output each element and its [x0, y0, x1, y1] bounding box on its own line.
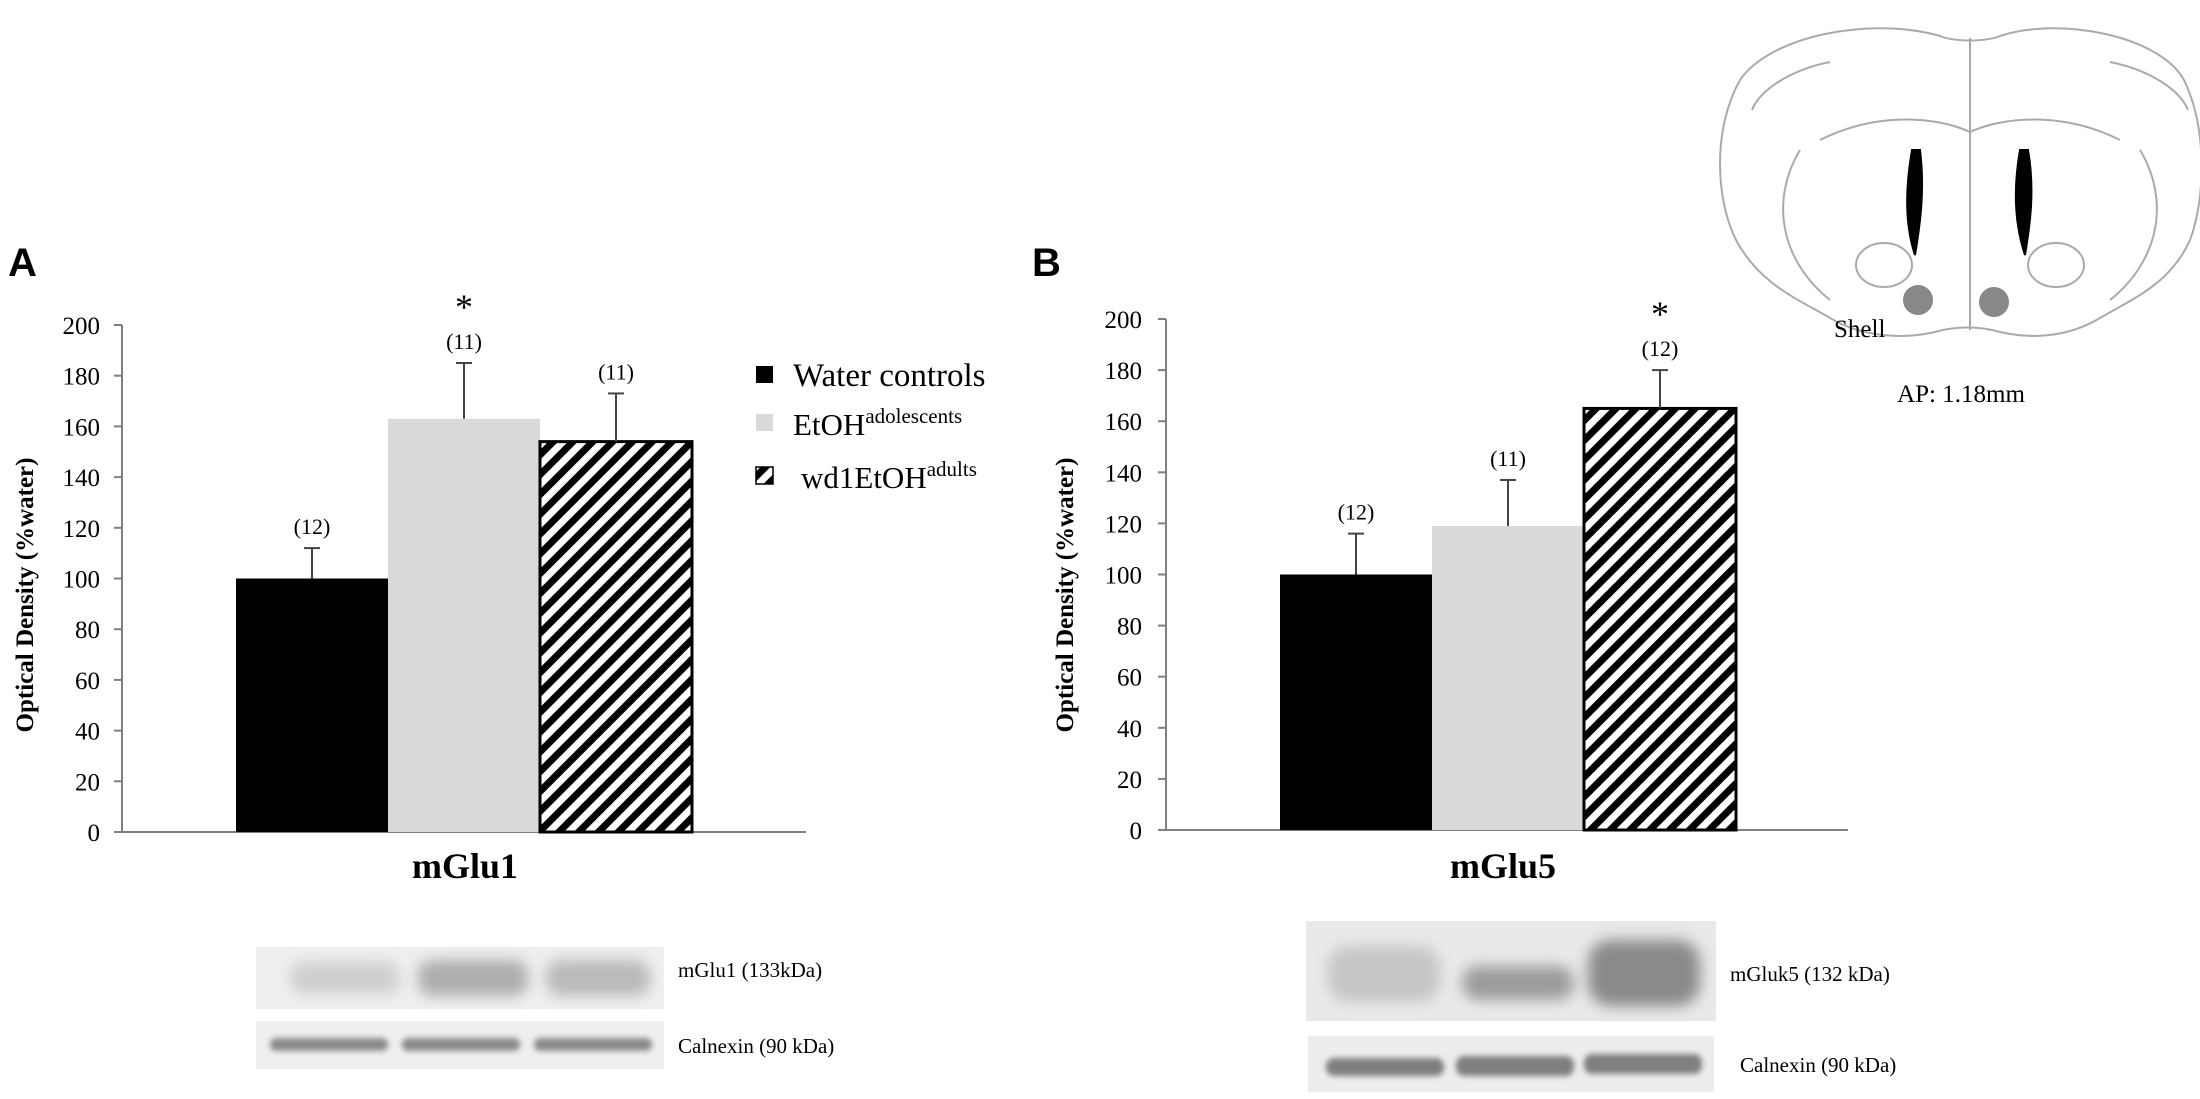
legend-swatch-etoh-adolescents — [756, 414, 773, 431]
legend-item-wd1etoh-adults: wd1EtOHadults — [801, 457, 977, 495]
panel-b-bar-etoh-adolescents — [1432, 525, 1584, 830]
blot-b-target-bands — [1328, 940, 1700, 1006]
blot-a-target-band-2 — [418, 960, 528, 996]
blot-b-calnexin-band-3 — [1584, 1054, 1702, 1074]
panel-b-bar-wd1etoh-adults — [1582, 406, 1738, 832]
panel-a-y-tick-label-2: 40 — [75, 719, 100, 746]
injection-site-left — [1903, 285, 1933, 315]
corpus-callosum — [1819, 118, 2121, 141]
legend-item-wd1etoh-adults-sup: adults — [927, 457, 977, 481]
cortex-inner-right — [2109, 149, 2158, 301]
lateral-ventricle-left — [1906, 149, 1924, 256]
legend-item-wd1etoh-adults-base: wd1EtOH — [801, 460, 927, 495]
legend-item-water-controls: Water controls — [793, 358, 986, 394]
blot-b-target-label: mGluk5 (132 kDa) — [1730, 962, 1890, 986]
blot-b-calnexin-label: Calnexin (90 kDa) — [1740, 1053, 1896, 1077]
panel-a-y-tick-label-4: 80 — [75, 617, 100, 644]
lateral-ventricle-right — [2014, 149, 2033, 256]
panel-b-n-label-wd1etoh-adults: (12) — [1642, 336, 1679, 361]
panel-b-y-tick-label-5: 100 — [1105, 563, 1143, 590]
panel-a-x-axis-label: mGlu1 — [412, 846, 518, 886]
cortex-inner-left — [1782, 149, 1831, 301]
panel-b-y-axis-label: Optical Density (%water) — [1052, 458, 1079, 733]
panel-a-significance-etoh-adolescents: * — [455, 287, 473, 327]
blot-a-calnexin-label: Calnexin (90 kDa) — [678, 1034, 834, 1058]
panel-a-n-label-wd1etoh-adults: (11) — [598, 359, 634, 384]
blot-a-calnexin-band-2 — [402, 1038, 520, 1051]
panel-b-x-axis-label: mGlu5 — [1450, 846, 1556, 886]
panel-b-y-tick-label-8: 160 — [1105, 409, 1143, 436]
blot-a-calnexin-bands — [270, 1038, 652, 1051]
blot-b-target-band-1 — [1328, 946, 1440, 1002]
panel-b-y-tick-label-0: 0 — [1130, 818, 1143, 845]
panel-letter-b: B — [1032, 241, 1061, 285]
blot-b-calnexin-bands — [1326, 1054, 1702, 1076]
brain-outline — [1719, 27, 2200, 337]
panel-a-y-tick-label-0: 0 — [88, 820, 101, 847]
legend-item-etoh-adolescents-base: EtOH — [793, 407, 865, 442]
panel-a-y-tick-label-8: 160 — [63, 414, 101, 441]
blot-a-calnexin-band-3 — [534, 1038, 652, 1051]
panel-b-significance-wd1etoh-adults: * — [1651, 294, 1669, 334]
blot-a-target-band-3 — [546, 960, 650, 996]
anterior-commissure-left — [1855, 242, 1913, 288]
blot-b-calnexin-band-2 — [1456, 1056, 1574, 1076]
cortex-layer-right — [2109, 61, 2189, 111]
brain-ap-label: AP: 1.18mm — [1897, 381, 2025, 408]
legend-swatch-water-controls — [756, 366, 773, 383]
blot-b-target-band-2 — [1462, 966, 1574, 1000]
panel-a-y-axis-label: Optical Density (%water) — [12, 458, 39, 733]
legend-swatch-wd1etoh-adults — [755, 466, 774, 485]
panel-b-y-tick-label-7: 140 — [1105, 460, 1143, 487]
panel-a-bar-wd1etoh-adults — [538, 440, 694, 834]
panel-a-y-tick-label-9: 180 — [63, 364, 101, 391]
cortex-layer-left — [1751, 61, 1831, 111]
panel-b-n-label-water-controls: (12) — [1338, 500, 1375, 525]
panel-a-y-tick-label-3: 60 — [75, 668, 100, 695]
legend: Water controls EtOHadolescents wd1EtOHad… — [755, 358, 986, 495]
legend-item-water-controls-text: Water controls — [793, 358, 986, 394]
injection-site-right — [1979, 287, 2009, 317]
panel-a-bar-water-controls — [236, 578, 388, 832]
panel-a-n-label-water-controls: (12) — [294, 514, 331, 539]
legend-item-etoh-adolescents: EtOHadolescents — [793, 404, 962, 442]
panel-b-y-tick-label-4: 80 — [1117, 614, 1142, 641]
panel-b-y-tick-label-3: 60 — [1117, 665, 1142, 692]
panel-b-bar-chart: B 0 20 40 60 80 100 120 140 160 180 200 (12) (11) (12… — [1032, 241, 1848, 886]
panel-b-western-blot: mGluk5 (132 kDa) Calnexin (90 kDa) — [1306, 921, 1896, 1092]
panel-a-western-blot: mGlu1 (133kDa) Calnexin (90 kDa) — [256, 947, 834, 1069]
panel-a-y-tick-label-5: 100 — [63, 567, 101, 594]
panel-b-y-tick-label-2: 40 — [1117, 716, 1142, 743]
panel-letter-a: A — [8, 241, 37, 285]
panel-a-bar-chart: A 020406080100120140160180200(12)(11)*(1… — [8, 241, 806, 886]
panel-a-n-label-etoh-adolescents: (11) — [446, 329, 482, 354]
panel-a-y-tick-label-7: 140 — [63, 465, 101, 492]
blot-a-target-band-1 — [290, 962, 400, 994]
panel-b-y-tick-label-10: 200 — [1105, 307, 1143, 334]
brain-section-schematic — [1719, 27, 2200, 337]
panel-b-n-label-etoh-adolescents: (11) — [1490, 446, 1526, 471]
blot-a-calnexin-band-1 — [270, 1038, 388, 1051]
panel-a-bar-etoh-adolescents — [388, 418, 540, 832]
blot-b-calnexin-band-1 — [1326, 1058, 1444, 1076]
blot-b-target-band-3 — [1588, 940, 1700, 1006]
panel-b-bar-water-controls — [1280, 574, 1432, 830]
blot-a-target-bands — [290, 960, 650, 996]
panel-b-y-tick-label-9: 180 — [1105, 358, 1143, 385]
panel-b-y-tick-label-1: 20 — [1117, 767, 1142, 794]
brain-region-label: Shell — [1834, 316, 1885, 343]
anterior-commissure-right — [2027, 242, 2085, 288]
panel-a-y-tick-label-6: 120 — [63, 516, 101, 543]
panel-a-y-tick-label-10: 200 — [63, 313, 101, 340]
panel-b-y-tick-label-6: 120 — [1105, 511, 1143, 538]
legend-item-etoh-adolescents-sup: adolescents — [865, 404, 962, 428]
panel-a-y-tick-label-1: 20 — [75, 769, 100, 796]
blot-a-target-label: mGlu1 (133kDa) — [678, 958, 822, 982]
